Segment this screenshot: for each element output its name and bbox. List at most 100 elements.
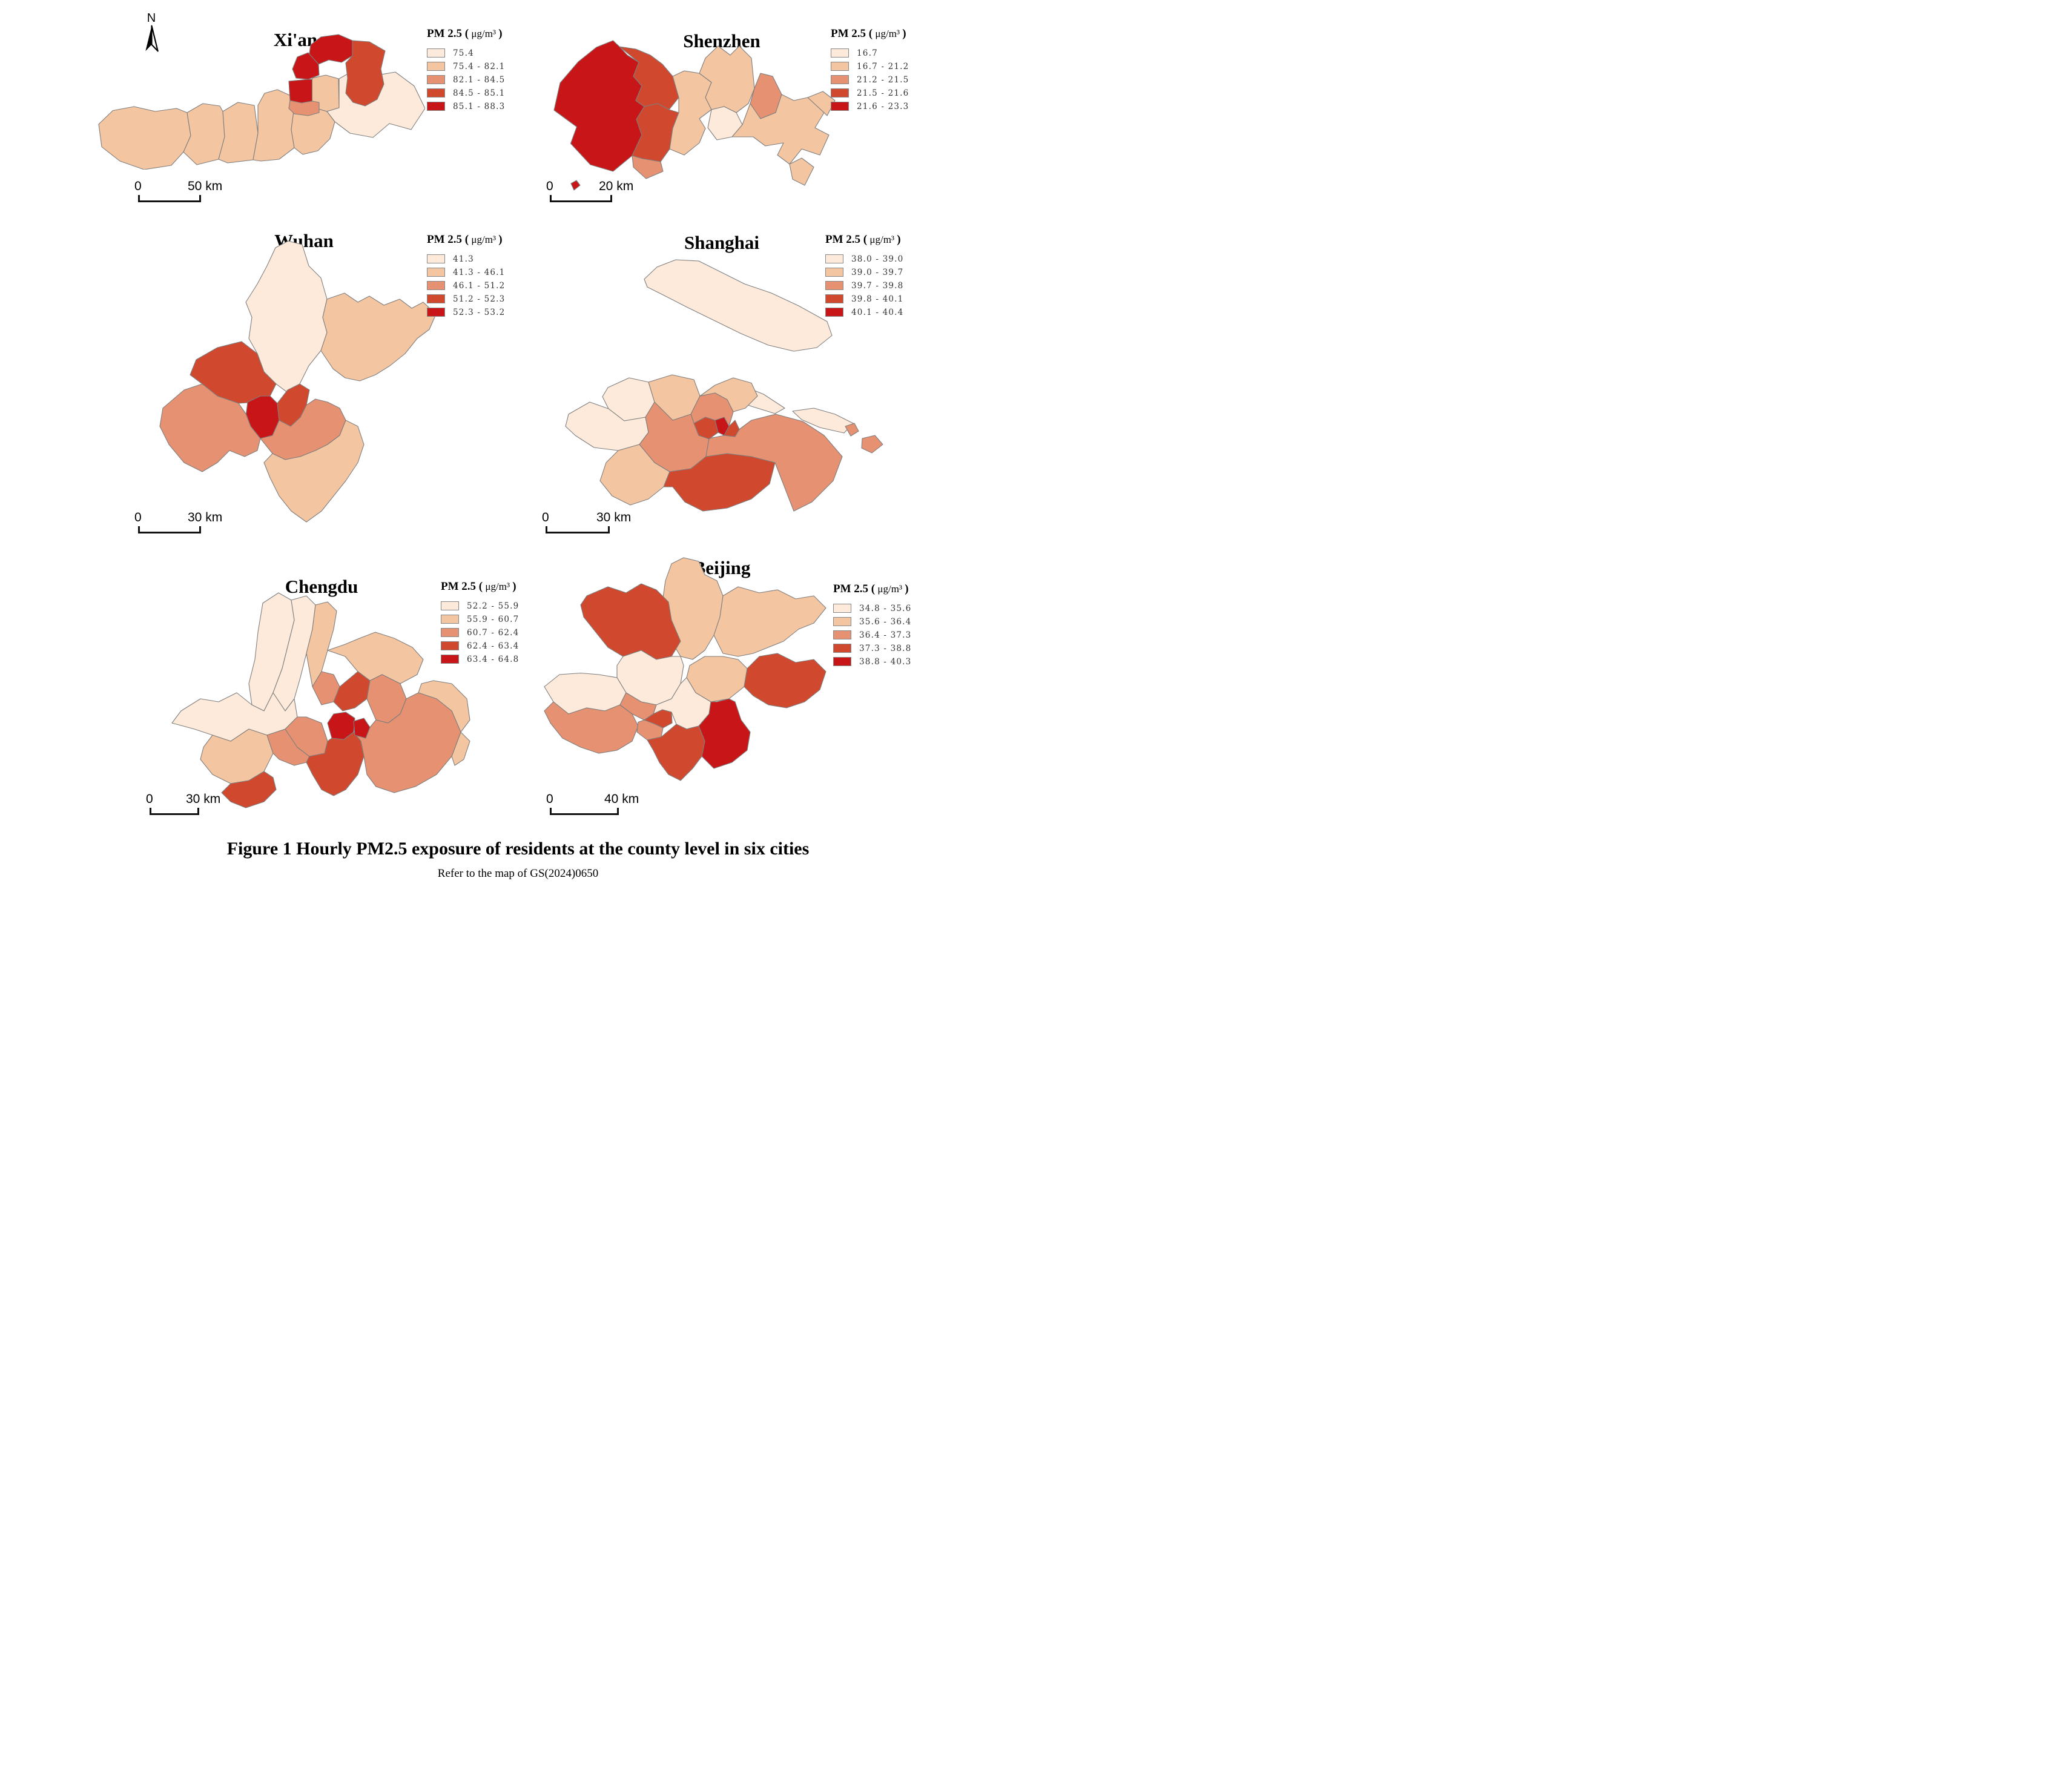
legend-swatch-class4 <box>427 88 445 97</box>
legend-label: 52.3 - 53.2 <box>453 307 506 317</box>
legend-swatch-class1 <box>833 604 851 613</box>
legend-label: 38.0 - 39.0 <box>851 254 904 264</box>
legend-label: 85.1 - 88.3 <box>453 101 506 111</box>
scalebar-labels: 0 30 km <box>146 792 220 807</box>
legend-row: 75.4 <box>427 48 505 58</box>
legend-swatch-class3 <box>825 281 843 290</box>
scalebar-distance: 30 km <box>188 510 223 524</box>
legend-shanghai: PM 2.5 ( μg/m³ ) 38.0 - 39.0 39.0 - 39.7… <box>825 233 903 321</box>
map-title-chengdu: Chengdu <box>285 575 358 597</box>
county-region <box>320 292 437 381</box>
map-title-shenzhen: Shenzhen <box>683 30 761 51</box>
scalebar-distance: 50 km <box>188 179 223 193</box>
legend-row: 75.4 - 82.1 <box>427 62 505 71</box>
legend-title-suffix: ) <box>897 233 901 246</box>
legend-title-prefix: PM 2.5 ( <box>427 233 469 246</box>
county-region <box>221 771 277 808</box>
scalebar-xian: 0 50 km <box>134 179 222 202</box>
county-region <box>544 701 639 754</box>
legend-label: 51.2 - 52.3 <box>453 294 506 304</box>
legend-swatch-class5 <box>833 657 851 666</box>
legend-row: 21.2 - 21.5 <box>831 74 909 85</box>
legend-row: 39.7 - 39.8 <box>825 281 903 291</box>
legend-swatch-class1 <box>831 48 849 58</box>
legend-label: 82.1 - 84.5 <box>453 74 506 85</box>
legend-swatch-class2 <box>825 268 843 277</box>
county-region <box>292 52 320 80</box>
scalebar-bar <box>546 526 610 533</box>
legend-title-prefix: PM 2.5 ( <box>831 27 873 40</box>
legend-title-suffix: ) <box>498 233 503 246</box>
legend-swatch-class2 <box>831 62 849 71</box>
legend-beijing: PM 2.5 ( μg/m³ ) 34.8 - 35.6 35.6 - 36.4… <box>833 583 911 670</box>
legend-title: PM 2.5 ( μg/m³ ) <box>441 580 519 593</box>
legend-label: 62.4 - 63.4 <box>467 641 520 651</box>
legend-swatch-class3 <box>427 75 445 84</box>
choropleth-map-wuhan <box>159 240 437 523</box>
choropleth-map-chengdu <box>171 592 470 808</box>
legend-row: 62.4 - 63.4 <box>441 641 520 651</box>
legend-swatch-class4 <box>831 88 849 97</box>
legend-label: 36.4 - 37.3 <box>859 630 912 640</box>
county-region <box>288 79 313 104</box>
legend-swatch-class3 <box>831 75 849 84</box>
legend-swatch-class1 <box>427 48 445 58</box>
legend-label: 52.2 - 55.9 <box>467 601 520 611</box>
legend-swatch-class3 <box>833 630 851 639</box>
legend-row: 38.0 - 39.0 <box>825 254 904 264</box>
county-region <box>632 155 664 179</box>
legend-title-unit: μg/m³ <box>483 581 513 592</box>
scalebar-bar <box>138 526 201 533</box>
legend-label: 60.7 - 62.4 <box>467 627 520 638</box>
county-region <box>345 40 386 107</box>
county-region <box>553 40 645 172</box>
scalebar-labels: 0 50 km <box>134 179 222 194</box>
legend-row: 60.7 - 62.4 <box>441 627 520 638</box>
scalebar-wuhan: 0 30 km <box>134 510 222 533</box>
legend-row: 41.3 <box>427 254 505 264</box>
county-region <box>599 444 670 506</box>
legend-label: 21.5 - 21.6 <box>857 88 909 98</box>
legend-swatch-class4 <box>441 641 459 650</box>
legend-swatch-class2 <box>833 617 851 626</box>
legend-row: 52.2 - 55.9 <box>441 601 520 611</box>
legend-label: 63.4 - 64.8 <box>467 654 520 664</box>
legend-row: 21.5 - 21.6 <box>831 88 909 98</box>
county-region <box>159 383 261 472</box>
legend-swatch-class2 <box>427 268 445 277</box>
legend-row: 38.8 - 40.3 <box>833 657 911 667</box>
legend-swatch-class5 <box>427 102 445 111</box>
legend-title: PM 2.5 ( μg/m³ ) <box>825 233 903 246</box>
scalebar-zero: 0 <box>134 179 142 193</box>
legend-row: 84.5 - 85.1 <box>427 88 506 98</box>
legend-swatch-class5 <box>441 655 459 664</box>
legend-title-prefix: PM 2.5 ( <box>441 580 483 593</box>
legend-swatch-class3 <box>427 281 445 290</box>
county-region <box>789 157 814 186</box>
legend-title-suffix: ) <box>498 27 503 40</box>
legend-title-prefix: PM 2.5 ( <box>833 583 876 595</box>
scalebar-shenzhen: 0 20 km <box>546 179 633 202</box>
scalebar-bar <box>550 195 612 202</box>
choropleth-map-shenzhen <box>553 40 836 191</box>
legend-label: 34.8 - 35.6 <box>859 603 912 613</box>
legend-label: 39.8 - 40.1 <box>851 294 904 304</box>
legend-label: 84.5 - 85.1 <box>453 88 506 98</box>
legend-label: 21.6 - 23.3 <box>857 101 909 111</box>
scalebar-bar <box>138 195 201 202</box>
legend-title: PM 2.5 ( μg/m³ ) <box>833 583 911 596</box>
county-region <box>570 180 581 191</box>
legend-title-unit: μg/m³ <box>867 234 897 245</box>
county-region <box>647 724 705 781</box>
legend-row: 41.3 - 46.1 <box>427 268 505 277</box>
county-region <box>713 586 826 657</box>
legend-swatch-class4 <box>427 294 445 303</box>
legend-swatch-class5 <box>831 102 849 111</box>
legend-label: 21.2 - 21.5 <box>857 74 909 85</box>
legend-title-prefix: PM 2.5 ( <box>427 27 469 40</box>
legend-title: PM 2.5 ( μg/m³ ) <box>427 233 505 246</box>
north-arrow-icon <box>145 25 159 52</box>
legend-label: 46.1 - 51.2 <box>453 280 506 291</box>
legend-row: 46.1 - 51.2 <box>427 280 506 291</box>
county-region <box>632 103 679 162</box>
